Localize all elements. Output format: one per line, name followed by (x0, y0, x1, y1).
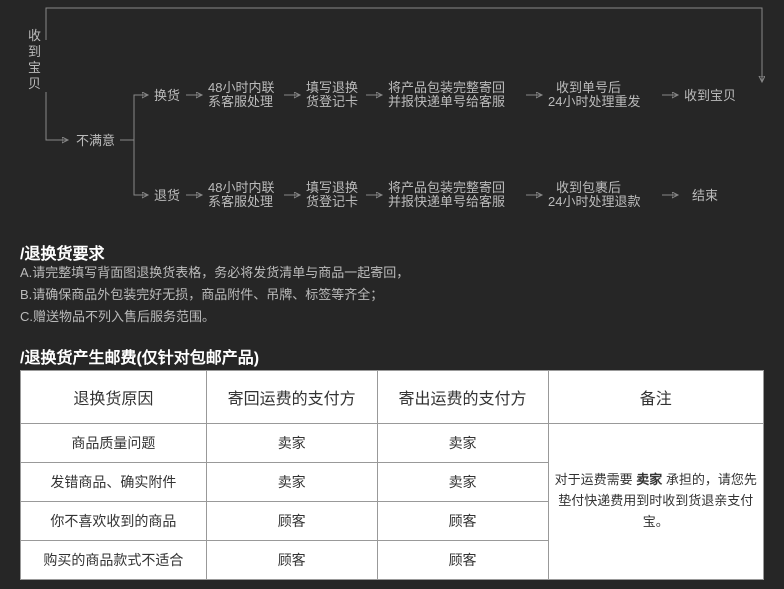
cell-reason: 你不喜欢收到的商品 (21, 502, 207, 541)
node-exchange: 换货 (154, 88, 180, 103)
req-line-a: A.请完整填写背面图退换货表格，务必将发货清单与商品一起寄回， (20, 262, 409, 284)
cell-reason: 购买的商品款式不适合 (21, 541, 207, 580)
rt-step-3b: 24小时处理退款 (548, 194, 640, 209)
ex-step-3b: 24小时处理重发 (548, 94, 640, 109)
cell-send-payer: 顾客 (377, 541, 548, 580)
ex-step-2b: 并报快递单号给客服 (388, 94, 505, 109)
cell-reason: 商品质量问题 (21, 424, 207, 463)
return-exchange-flowchart: 收 到 宝 贝 不满意 换货 48小时内联 系客服处理 填写退换 货登记卡 将产… (0, 0, 784, 230)
cell-return-payer: 顾客 (206, 502, 377, 541)
cell-reason: 发错商品、确实附件 (21, 463, 207, 502)
requirements-title: /退换货要求 (20, 240, 104, 264)
rt-step-0b: 系客服处理 (208, 194, 273, 209)
ex-step-2a: 将产品包装完整寄回 (388, 80, 505, 95)
rt-step-1b: 货登记卡 (306, 194, 358, 209)
ex-step-0b: 系客服处理 (208, 94, 273, 109)
cell-return-payer: 卖家 (206, 424, 377, 463)
ex-step-1a: 填写退换 (306, 80, 358, 95)
rt-step-3a: 收到包裹后 (556, 180, 621, 195)
fee-title: /退换货产生邮费(仅针对包邮产品) (20, 344, 259, 368)
rt-step-2b: 并报快递单号给客服 (388, 194, 505, 209)
cell-send-payer: 卖家 (377, 424, 548, 463)
cell-return-payer: 顾客 (206, 541, 377, 580)
svg-text:到: 到 (28, 44, 41, 59)
th-reason: 退换货原因 (21, 371, 207, 424)
rt-step-1a: 填写退换 (306, 180, 358, 195)
svg-text:宝: 宝 (28, 60, 41, 75)
fee-table: 退换货原因 寄回运费的支付方 寄出运费的支付方 备注 商品质量问题 卖家 卖家 … (20, 370, 764, 580)
node-root: 收 (28, 28, 41, 43)
cell-note: 对于运费需要 卖家 承担的，请您先垫付快递费用到时收到货退亲支付宝。 (548, 424, 764, 580)
req-line-c: C.赠送物品不列入售后服务范围。 (20, 306, 409, 328)
rt-step-4: 结束 (692, 188, 718, 203)
req-line-b: B.请确保商品外包装完好无损，商品附件、吊牌、标签等齐全； (20, 284, 409, 306)
th-send-payer: 寄出运费的支付方 (377, 371, 548, 424)
fee-table-wrap: 退换货原因 寄回运费的支付方 寄出运费的支付方 备注 商品质量问题 卖家 卖家 … (20, 370, 764, 580)
cell-send-payer: 卖家 (377, 463, 548, 502)
svg-text:贝: 贝 (28, 76, 41, 91)
th-return-payer: 寄回运费的支付方 (206, 371, 377, 424)
ex-step-3a: 收到单号后 (556, 80, 621, 95)
requirements-list: A.请完整填写背面图退换货表格，务必将发货清单与商品一起寄回， B.请确保商品外… (20, 262, 409, 328)
node-unsatisfied: 不满意 (76, 133, 115, 148)
ex-step-1b: 货登记卡 (306, 94, 358, 109)
th-note: 备注 (548, 371, 764, 424)
node-return: 退货 (154, 188, 180, 203)
cell-return-payer: 卖家 (206, 463, 377, 502)
table-header-row: 退换货原因 寄回运费的支付方 寄出运费的支付方 备注 (21, 371, 764, 424)
rt-step-2a: 将产品包装完整寄回 (388, 180, 505, 195)
rt-step-0a: 48小时内联 (208, 180, 274, 195)
cell-send-payer: 顾客 (377, 502, 548, 541)
ex-step-4: 收到宝贝 (684, 88, 736, 103)
table-row: 商品质量问题 卖家 卖家 对于运费需要 卖家 承担的，请您先垫付快递费用到时收到… (21, 424, 764, 463)
ex-step-0a: 48小时内联 (208, 80, 274, 95)
